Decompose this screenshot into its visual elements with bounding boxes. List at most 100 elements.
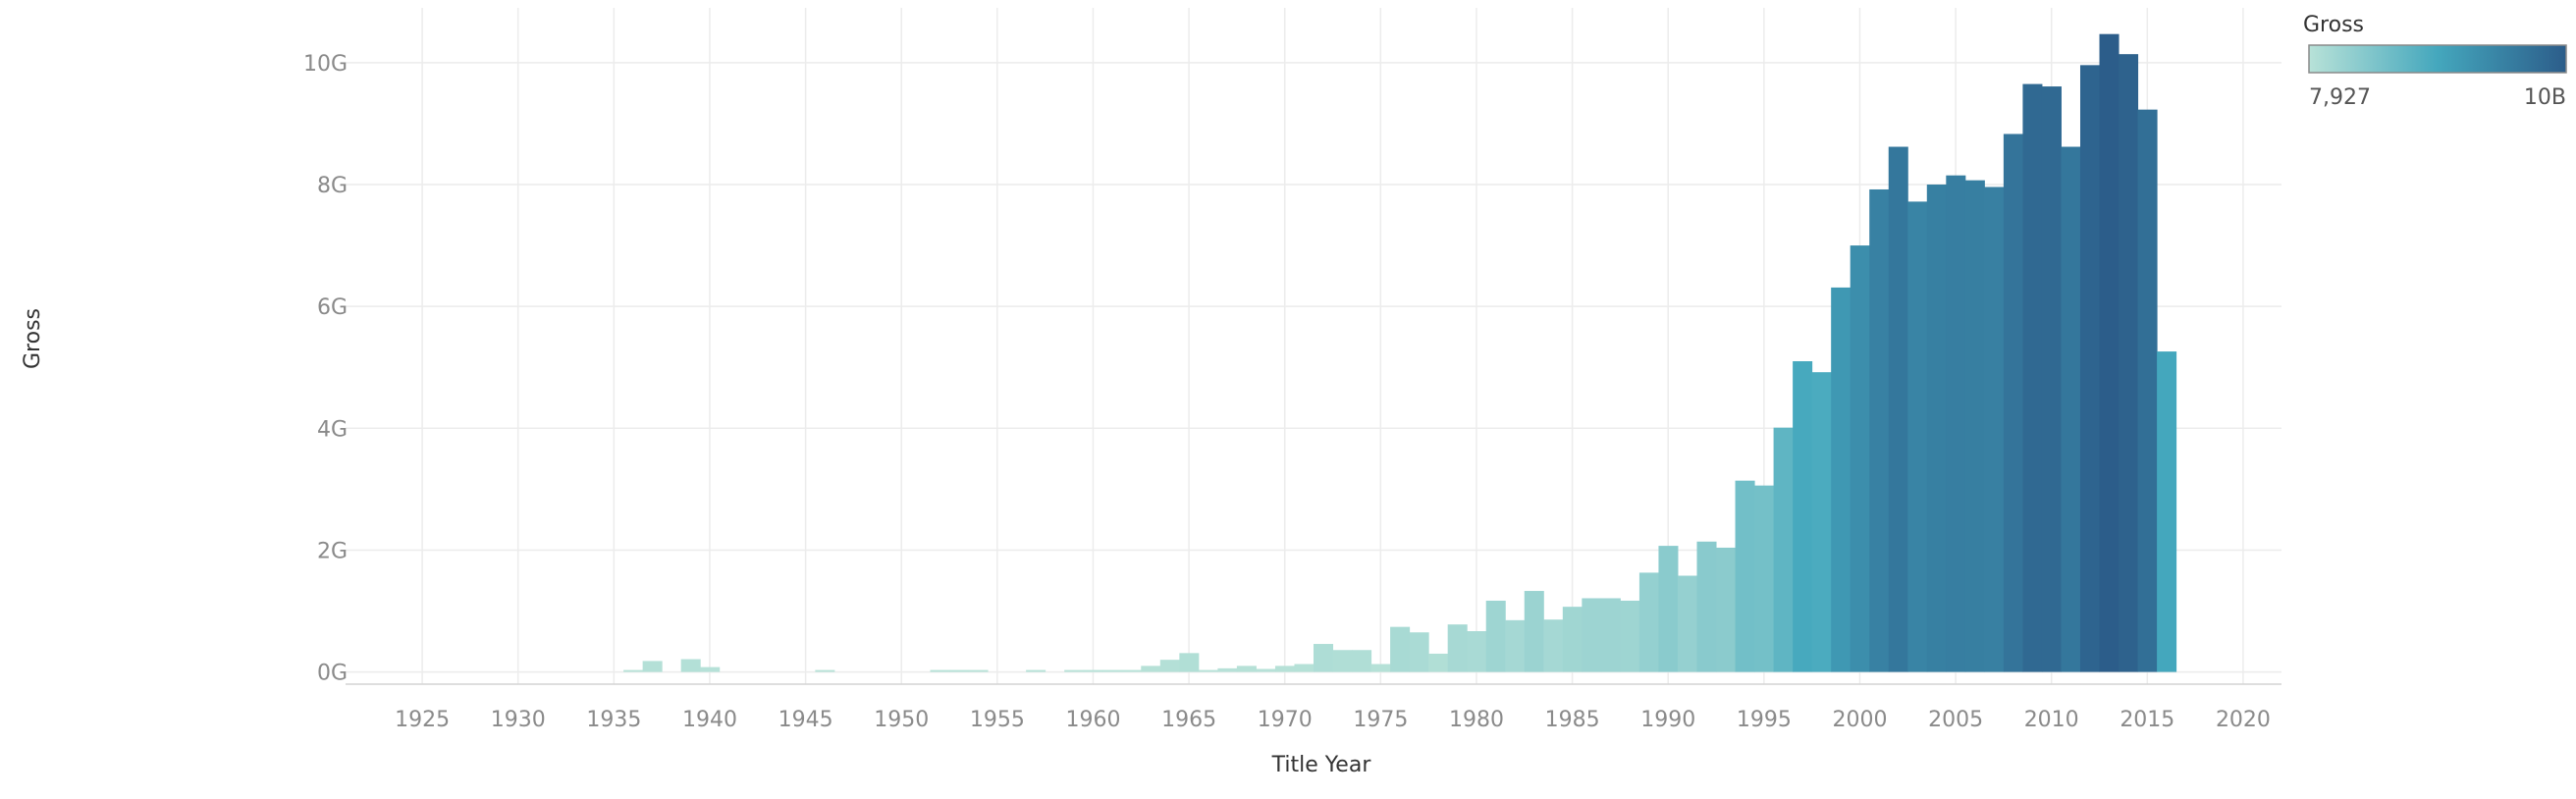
bar-1969[interactable]: [1256, 668, 1276, 672]
bar-2004[interactable]: [1926, 185, 1947, 672]
x-tick-label: 1975: [1353, 708, 1408, 732]
bar-1957[interactable]: [1026, 669, 1046, 672]
x-tick-label: 2020: [2216, 708, 2271, 732]
bar-1964[interactable]: [1159, 660, 1180, 672]
y-tick-label: 6G: [317, 295, 348, 320]
bar-1966[interactable]: [1198, 669, 1218, 672]
bar-1965[interactable]: [1179, 653, 1200, 672]
bar-1960[interactable]: [1083, 669, 1103, 672]
bar-1954[interactable]: [968, 669, 989, 672]
bar-1959[interactable]: [1064, 669, 1085, 672]
bar-1995[interactable]: [1754, 485, 1775, 672]
bar-2015[interactable]: [2137, 109, 2158, 672]
bar-1987[interactable]: [1600, 598, 1621, 672]
bar-1982[interactable]: [1505, 619, 1526, 672]
bar-1946[interactable]: [815, 669, 835, 672]
bar-1967[interactable]: [1217, 667, 1238, 672]
color-legend: Gross 7,927 10B: [2303, 13, 2567, 110]
bar-2007[interactable]: [1984, 186, 2005, 672]
x-tick-label: 2015: [2120, 708, 2174, 732]
x-tick-label: 2000: [1832, 708, 1887, 732]
bar-2002[interactable]: [1888, 146, 1908, 672]
bar-1979[interactable]: [1447, 624, 1468, 672]
bar-1977[interactable]: [1409, 632, 1429, 672]
bar-1986[interactable]: [1582, 598, 1602, 672]
bar-1983[interactable]: [1524, 591, 1544, 672]
bar-1988[interactable]: [1620, 600, 1640, 672]
bar-1953[interactable]: [949, 669, 970, 672]
bar-2016[interactable]: [2157, 351, 2177, 672]
bar-1972[interactable]: [1314, 644, 1334, 672]
bar-1992[interactable]: [1696, 541, 1717, 672]
bar-1936[interactable]: [623, 669, 644, 672]
x-tick-label: 1940: [682, 708, 737, 732]
bar-1937[interactable]: [642, 661, 663, 672]
y-tick-label: 8G: [317, 174, 348, 198]
bar-2014[interactable]: [2119, 54, 2139, 672]
bar-1970[interactable]: [1274, 666, 1295, 672]
bar-1994[interactable]: [1735, 480, 1755, 672]
x-tick-label: 1950: [874, 708, 929, 732]
bar-2008[interactable]: [2003, 133, 2023, 672]
bar-2010[interactable]: [2041, 86, 2062, 672]
bar-2003[interactable]: [1907, 201, 1928, 672]
bar-2006[interactable]: [1964, 180, 1985, 672]
bar-1981[interactable]: [1485, 600, 1506, 672]
bar-1975[interactable]: [1370, 664, 1391, 672]
y-tick-label: 2G: [317, 539, 348, 563]
bar-1997[interactable]: [1793, 361, 1813, 672]
bar-1984[interactable]: [1543, 619, 1564, 672]
bar-2005[interactable]: [1946, 175, 1966, 672]
x-tick-label: 1955: [970, 708, 1025, 732]
bar-1985[interactable]: [1562, 607, 1583, 672]
y-tick-label: 10G: [303, 52, 348, 77]
bar-2011[interactable]: [2061, 146, 2081, 672]
bar-1962[interactable]: [1121, 669, 1142, 672]
x-tick-label: 2005: [1928, 708, 1983, 732]
x-tick-label: 1925: [395, 708, 450, 732]
x-tick-label: 1980: [1449, 708, 1504, 732]
bar-1973[interactable]: [1332, 650, 1353, 672]
bar-2000[interactable]: [1850, 245, 1870, 672]
y-tick-label: 0G: [317, 662, 348, 686]
x-tick-label: 1990: [1640, 708, 1695, 732]
bar-1976[interactable]: [1390, 626, 1411, 672]
bar-series: [623, 33, 2177, 672]
bar-1978[interactable]: [1428, 653, 1449, 672]
bar-1963[interactable]: [1141, 666, 1161, 672]
y-axis-title: Gross: [21, 308, 45, 369]
bar-1961[interactable]: [1102, 669, 1123, 672]
bar-1974[interactable]: [1352, 650, 1372, 672]
x-tick-label: 1935: [586, 708, 641, 732]
bar-2001[interactable]: [1869, 188, 1890, 672]
x-tick-label: 1965: [1161, 708, 1216, 732]
bar-1939[interactable]: [680, 659, 701, 672]
bar-1999[interactable]: [1831, 287, 1852, 672]
bar-1989[interactable]: [1638, 572, 1659, 672]
bar-1980[interactable]: [1467, 630, 1487, 672]
bar-1968[interactable]: [1236, 666, 1257, 672]
x-tick-label: 1930: [491, 708, 546, 732]
bar-1996[interactable]: [1773, 427, 1794, 672]
bar-1998[interactable]: [1811, 372, 1832, 672]
legend-min-label: 7,927: [2309, 85, 2371, 110]
bar-1991[interactable]: [1677, 575, 1697, 672]
legend-gradient-bar: [2308, 44, 2567, 74]
bar-1990[interactable]: [1658, 546, 1679, 672]
legend-max-label: 10B: [2524, 85, 2566, 110]
x-tick-label: 1995: [1737, 708, 1792, 732]
bar-2009[interactable]: [2022, 83, 2043, 672]
bar-1971[interactable]: [1294, 664, 1315, 672]
bar-2013[interactable]: [2099, 33, 2120, 672]
bar-1940[interactable]: [700, 666, 721, 672]
x-tick-label: 1960: [1065, 708, 1120, 732]
bar-1952[interactable]: [930, 669, 950, 672]
bar-2012[interactable]: [2079, 65, 2101, 672]
x-axis-title: Title Year: [1271, 753, 1372, 777]
x-tick-label: 2010: [2024, 708, 2079, 732]
x-tick-label: 1970: [1258, 708, 1313, 732]
axes: 1925 1930 1935 1940 1945 1950 1955 1960 1965 1970…: [303, 52, 2281, 732]
bar-1993[interactable]: [1716, 547, 1737, 672]
